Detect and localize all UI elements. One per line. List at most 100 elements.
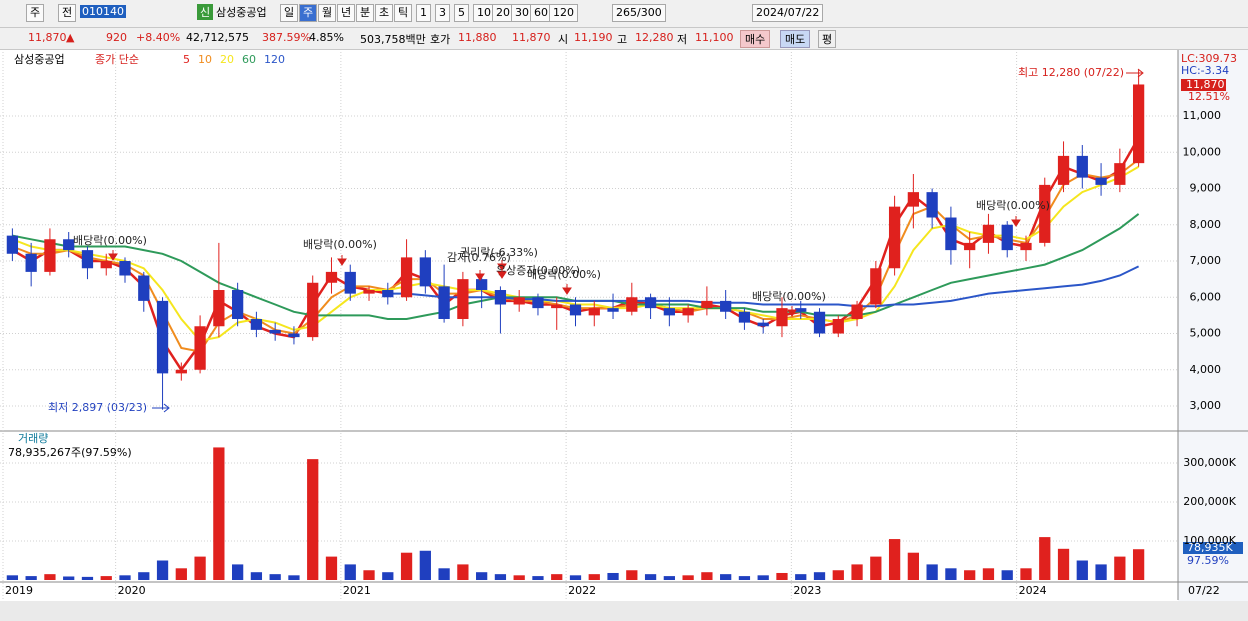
toolbar-button[interactable]: 틱 [394, 4, 413, 22]
legend-entry: 10 [198, 53, 212, 66]
annotation: 감자(0.76%) [447, 251, 511, 264]
volume-bar [1132, 549, 1145, 580]
candle-body [25, 253, 37, 272]
volume-bar [945, 568, 957, 580]
high-arrow [1126, 68, 1144, 78]
sell-button[interactable]: 매도 [780, 30, 811, 48]
candle-body [1020, 242, 1032, 251]
volume-bar [138, 572, 150, 580]
volume-bar [832, 570, 844, 580]
candle-body [325, 271, 338, 283]
toolbar-button[interactable]: 1 [416, 4, 431, 22]
candle-body [945, 217, 957, 251]
low-label: 최저 2,897 (03/23) [48, 401, 147, 414]
volume-bar [325, 556, 338, 580]
volume-bar [851, 564, 863, 580]
toolbar-button[interactable]: 5 [454, 4, 469, 22]
toolbar-button[interactable]: 월 [318, 4, 337, 22]
candle-body [701, 300, 713, 309]
last-price: 11,870 [1186, 78, 1225, 91]
toolbar-button[interactable]: 120 [549, 4, 578, 22]
volume-bar [1057, 548, 1070, 580]
date[interactable]: 2024/07/22 [752, 4, 824, 22]
high: 12,280 [635, 31, 674, 44]
volume-bar [569, 575, 582, 580]
volume-bar [795, 574, 807, 580]
candle-body [6, 235, 19, 254]
count[interactable]: 265/300 [612, 4, 666, 22]
volume-bar [776, 572, 788, 580]
candle-body [63, 239, 75, 251]
annotation: 배당락(0.00%) [527, 268, 601, 281]
y-tick-label: 9,000 [1190, 182, 1222, 195]
volume-bar [757, 575, 769, 580]
candle-body [964, 242, 976, 251]
bid: 11,870 [512, 31, 551, 44]
volume-bar [551, 574, 563, 580]
toolbar-button[interactable]: 3 [435, 4, 450, 22]
last-price-box [1181, 79, 1226, 91]
y-tick-label: 100,000K [1183, 534, 1236, 547]
volume-bar [1114, 556, 1126, 580]
x-tick-label: 2019 [5, 584, 33, 597]
lc-label: LC:309.73 [1181, 52, 1237, 65]
toolbar-button[interactable]: 60 [530, 4, 552, 22]
volume-bar [344, 564, 356, 580]
avg-button[interactable]: 평 [818, 30, 837, 48]
last-pct: 12.51% [1188, 90, 1230, 103]
annotation: 배당락(0.00%) [976, 199, 1050, 212]
annotation-arrow [337, 255, 347, 266]
toolbar-button[interactable]: 분 [356, 4, 375, 22]
annotation: 배당락(0.00%) [303, 238, 377, 251]
toolbar-button[interactable]: 년 [337, 4, 356, 22]
volume-bar [476, 572, 488, 580]
x-tick-label: 2024 [1019, 584, 1047, 597]
market[interactable]: 주 [26, 4, 45, 22]
candle-body [457, 279, 469, 320]
candle-body [1076, 155, 1088, 178]
volume-title: 거래량 [18, 432, 48, 445]
candle-body [1057, 155, 1070, 185]
annotation-arrow [1011, 216, 1021, 227]
annotation-arrow [108, 250, 118, 261]
y-tick-label: 7,000 [1190, 254, 1222, 267]
candle-body [213, 290, 225, 327]
low-arrow [152, 403, 170, 413]
candle-body [982, 224, 995, 243]
volume-bar [419, 550, 431, 580]
candle-body [870, 268, 882, 305]
volume-bar [1020, 568, 1032, 580]
annotation-arrow [497, 260, 507, 271]
volume-bar [907, 552, 919, 580]
volume-bar [250, 572, 263, 580]
volume-bar [1039, 537, 1051, 580]
volume-bar [81, 576, 94, 580]
toolbar-button[interactable]: 초 [375, 4, 394, 22]
code[interactable]: 010140 [80, 5, 126, 18]
volume-bar [1001, 570, 1013, 580]
candle-body [907, 192, 919, 207]
buy-button[interactable]: 매수 [740, 30, 771, 48]
low: 11,100 [695, 31, 734, 44]
volume-bar [926, 564, 938, 580]
candle-body [663, 308, 675, 316]
volume-bar [888, 539, 901, 580]
toolbar-button[interactable]: 20 [492, 4, 514, 22]
annotation: 배당락(0.00%) [73, 234, 147, 247]
y-tick-label: 300,000K [1183, 456, 1236, 469]
toolbar-button[interactable]: 주 [299, 4, 318, 22]
high-label: 최고 12,280 (07/22) [1018, 66, 1124, 79]
candle-body [682, 308, 694, 316]
legend-entry: 20 [220, 53, 234, 66]
mode[interactable]: 전 [58, 4, 77, 22]
toolbar-button[interactable]: 10 [473, 4, 495, 22]
legend-entry: 5 [183, 53, 190, 66]
y-tick-label: 11,000 [1183, 109, 1222, 122]
volume-bar [100, 576, 112, 580]
volume-bar [156, 560, 169, 580]
volume-bar [513, 575, 525, 580]
candle-body [532, 297, 544, 309]
toolbar-button[interactable]: 일 [280, 4, 299, 22]
scrollbar[interactable] [0, 601, 1248, 621]
